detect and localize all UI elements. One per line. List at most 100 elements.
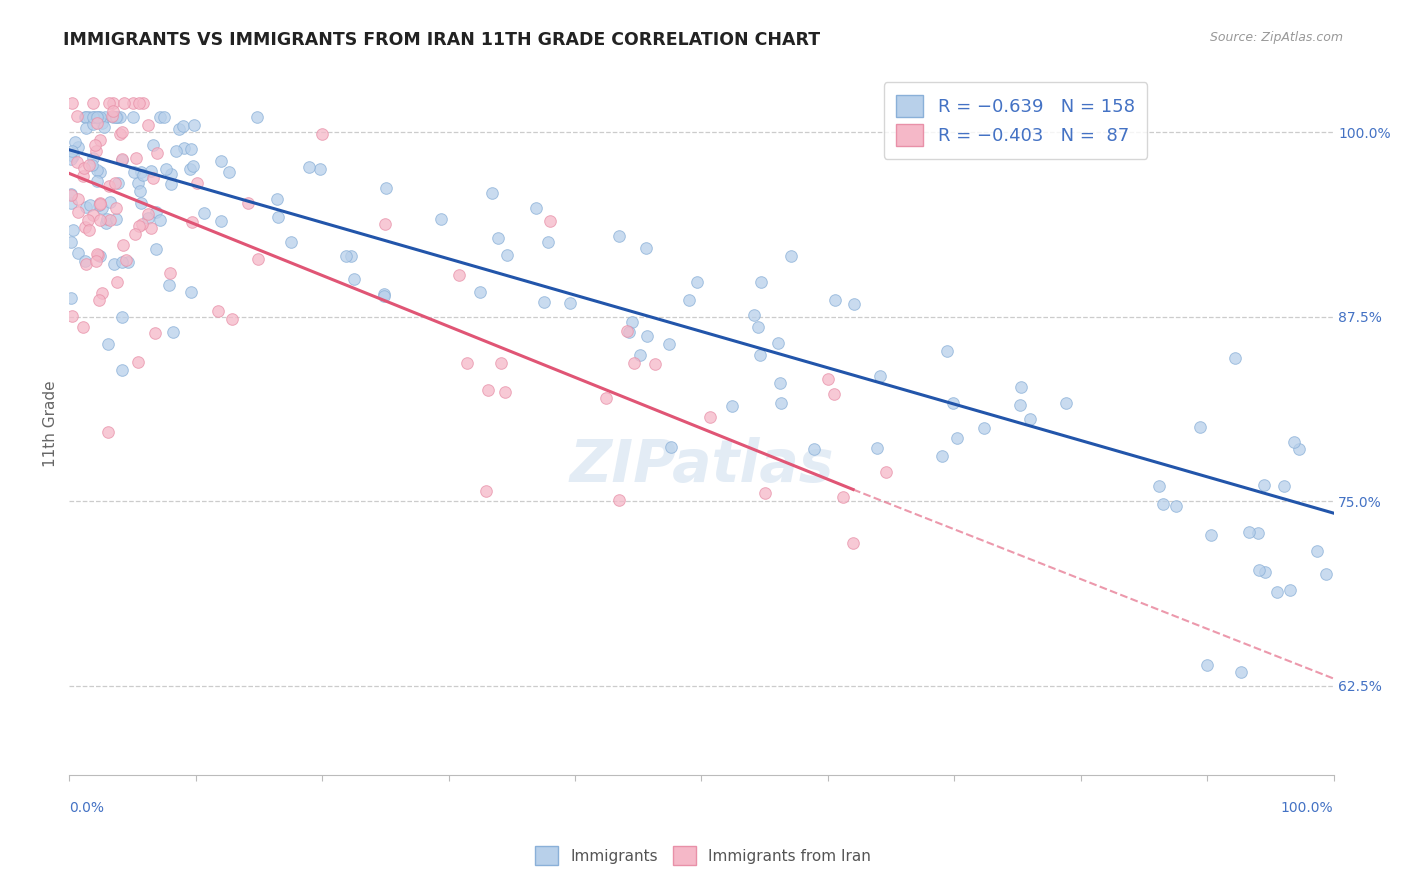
Point [1253, 478, 1275, 492]
Point [86, 246, 108, 260]
Point [869, 369, 891, 384]
Point [160, 167, 183, 181]
Point [101, 109, 124, 123]
Point [374, 218, 396, 232]
Point [75, 257, 97, 271]
Point [84, 254, 107, 268]
Point [75, 110, 97, 124]
Text: Source: ZipAtlas.com: Source: ZipAtlas.com [1209, 31, 1343, 45]
Point [103, 257, 125, 271]
Point [973, 421, 995, 435]
Point [87, 110, 110, 124]
Point [1225, 351, 1247, 366]
Point [636, 329, 658, 343]
Point [122, 110, 145, 124]
Point [160, 177, 183, 191]
Point [1315, 566, 1337, 581]
Point [186, 176, 208, 190]
Point [246, 110, 269, 124]
Point [209, 154, 232, 169]
Point [823, 387, 845, 401]
Point [159, 277, 181, 292]
Point [430, 211, 453, 226]
Point [721, 399, 744, 413]
Point [82, 208, 104, 222]
Point [139, 163, 162, 178]
Point [112, 95, 135, 110]
Point [87, 293, 110, 308]
Text: 100.0%: 100.0% [1281, 801, 1333, 815]
Point [72, 169, 94, 183]
Point [193, 206, 215, 220]
Point [266, 192, 288, 206]
Point [766, 336, 789, 351]
Point [73, 161, 96, 175]
Y-axis label: 11th Grade: 11th Grade [44, 381, 58, 467]
Point [77, 158, 100, 172]
Point [636, 241, 658, 255]
Point [105, 110, 128, 124]
Point [105, 211, 128, 226]
Point [180, 285, 202, 300]
Point [97, 425, 120, 439]
Point [143, 326, 166, 340]
Point [66, 154, 89, 169]
Point [138, 211, 160, 225]
Point [97, 337, 120, 351]
Point [142, 170, 165, 185]
Point [128, 219, 150, 234]
Point [769, 376, 792, 390]
Point [105, 201, 128, 215]
Point [221, 311, 243, 326]
Point [623, 356, 645, 370]
Point [105, 275, 128, 289]
Point [112, 237, 135, 252]
Point [127, 355, 149, 369]
Point [678, 293, 700, 307]
Point [117, 254, 139, 268]
Point [1152, 497, 1174, 511]
Point [60, 95, 83, 110]
Legend: R = −0.639   N = 158, R = −0.403   N =  87: R = −0.639 N = 158, R = −0.403 N = 87 [884, 82, 1147, 159]
Point [111, 152, 134, 166]
Point [1197, 657, 1219, 672]
Point [207, 304, 229, 318]
Point [1272, 479, 1295, 493]
Point [66, 109, 89, 123]
Point [456, 356, 478, 370]
Text: ZIPatlas: ZIPatlas [569, 437, 834, 494]
Point [89, 213, 111, 227]
Point [209, 214, 232, 228]
Point [67, 204, 90, 219]
Point [616, 324, 638, 338]
Point [742, 308, 765, 322]
Point [931, 449, 953, 463]
Point [79, 198, 101, 212]
Point [111, 153, 134, 168]
Point [60, 145, 83, 159]
Point [183, 118, 205, 132]
Point [136, 118, 159, 132]
Point [73, 219, 96, 234]
Text: 0.0%: 0.0% [69, 801, 104, 815]
Point [103, 104, 125, 119]
Point [155, 162, 177, 177]
Point [124, 227, 146, 241]
Point [644, 357, 666, 371]
Point [94, 216, 117, 230]
Point [817, 372, 839, 386]
Point [145, 145, 167, 160]
Point [86, 174, 108, 188]
Point [110, 127, 132, 141]
Point [803, 442, 825, 457]
Point [111, 363, 134, 377]
Point [474, 484, 496, 499]
Point [165, 145, 187, 159]
Point [468, 285, 491, 299]
Point [91, 201, 114, 215]
Point [103, 110, 125, 124]
Point [132, 95, 155, 110]
Point [67, 140, 90, 154]
Point [1188, 419, 1211, 434]
Point [1278, 583, 1301, 598]
